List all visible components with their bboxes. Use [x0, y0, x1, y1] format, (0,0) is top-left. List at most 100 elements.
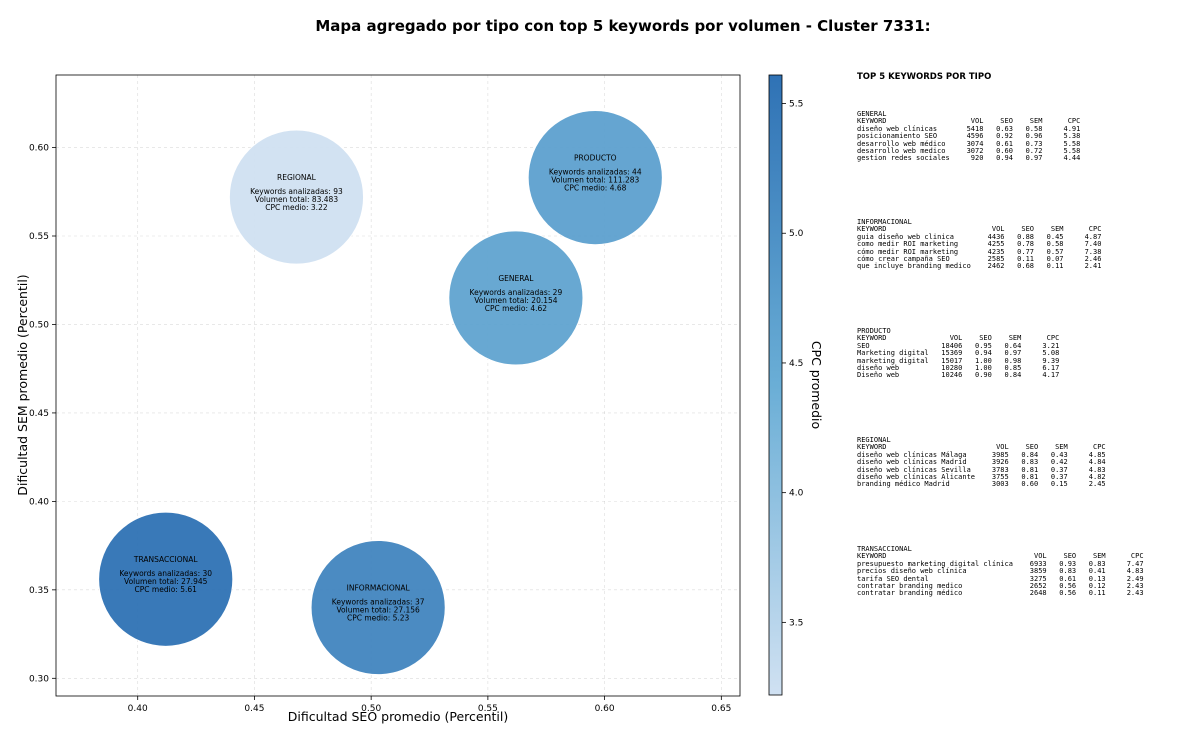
bubble-volume-label: Volumen total: 83.483: [255, 195, 339, 204]
keyword-group-general: GENERAL KEYWORD VOL SEO SEM CPC diseño web…: [857, 110, 1081, 163]
keyword-group-name: TRANSACCIONAL: [857, 545, 912, 553]
bubble-transaccional: TRANSACCIONAL Keywords analizadas: 30Volu…: [98, 511, 234, 647]
keyword-table-header: KEYWORD VOL SEO SEM CPC: [857, 443, 1106, 452]
bubble-cpc-label: CPC medio: 4.68: [564, 184, 627, 193]
bubble-circle: [527, 110, 663, 246]
colorbar-tick-label: 3.5: [789, 618, 803, 628]
keyword-row: presupuesto marketing digital clínica 69…: [857, 559, 1144, 568]
y-tick-label: 0.50: [29, 320, 49, 330]
keyword-row: posicionamiento SEO 4596 0.92 0.96 5.38: [857, 132, 1081, 141]
bubble-keywords-label: Keywords analizadas: 29: [470, 288, 563, 297]
keyword-row: contratar branding medico 2652 0.56 0.12…: [857, 581, 1144, 590]
keyword-table-header: KEYWORD VOL SEO SEM CPC: [857, 117, 1081, 126]
bubble-volume-label: Volumen total: 111.283: [551, 176, 639, 185]
y-tick-label: 0.55: [29, 232, 49, 242]
x-axis-label: Dificultad SEO promedio (Percentil): [288, 709, 508, 724]
keyword-group-name: INFORMACIONAL: [857, 218, 912, 226]
bubble-cpc-label: CPC medio: 5.23: [347, 614, 410, 623]
keyword-row: branding médico Madrid 3003 0.60 0.15 2.…: [857, 480, 1106, 489]
keyword-group-name: GENERAL: [857, 110, 887, 118]
keyword-row: desarrollo web medico 3072 0.60 0.72 5.5…: [857, 146, 1081, 155]
colorbar-label: CPC promedio: [809, 341, 824, 429]
x-axis: 0.40 0.45 0.50 0.55 0.60 0.65: [128, 696, 731, 714]
keyword-group-informacional: INFORMACIONAL KEYWORD VOL SEO SEM CPC guia…: [857, 218, 1102, 271]
bubble-circle: [310, 540, 446, 675]
bubble-informacional: INFORMACIONAL Keywords analizadas: 37Volu…: [310, 540, 446, 675]
x-tick-label: 0.65: [711, 704, 731, 714]
y-tick-label: 0.35: [29, 586, 49, 596]
bubble-name: GENERAL: [498, 274, 534, 283]
bubble-cpc-label: CPC medio: 3.22: [265, 203, 328, 212]
bubble-name: REGIONAL: [277, 173, 317, 182]
y-axis: 0.30 0.35 0.40 0.45 0.50 0.55 0.60: [29, 144, 56, 684]
x-tick-label: 0.50: [361, 704, 381, 714]
y-axis-label: Dificultad SEM promedio (Percentil): [15, 274, 30, 495]
keyword-row: contratar branding médico 2648 0.56 0.11…: [857, 589, 1144, 598]
keyword-row: guia diseño web clinica 4436 0.88 0.45 4…: [857, 232, 1102, 241]
bubble-circle: [229, 129, 364, 265]
keyword-row: diseño web clínicas 5418 0.63 0.58 4.91: [857, 124, 1081, 133]
colorbar-tick-label: 5.0: [789, 229, 804, 239]
keyword-row: diseño web clínicas Madrid 3926 0.83 0.4…: [857, 458, 1106, 467]
figure-title: Mapa agregado por tipo con top 5 keyword…: [315, 17, 931, 35]
bubble-name: PRODUCTO: [574, 154, 617, 163]
bubble-circle: [448, 230, 584, 366]
keyword-row: cómo crear campaña SEO 2585 0.11 0.07 2.…: [857, 254, 1102, 263]
colorbar: [768, 74, 783, 696]
colorbar-ticks: 3.5 4.0 4.5 5.0 5.5: [782, 100, 804, 628]
bubble-keywords-label: Keywords analizadas: 30: [119, 569, 212, 578]
keyword-row: desarrollo web médico 3074 0.61 0.73 5.5…: [857, 139, 1081, 148]
y-tick-label: 0.45: [29, 409, 49, 419]
x-tick-label: 0.45: [244, 704, 264, 714]
bubble-volume-label: Volumen total: 27.156: [336, 606, 420, 615]
keyword-group-producto: PRODUCTO KEYWORD VOL SEO SEM CPC SEO 18406…: [857, 327, 1060, 380]
colorbar-tick-label: 5.5: [789, 100, 803, 110]
keyword-table-header: KEYWORD VOL SEO SEM CPC: [857, 552, 1144, 561]
y-tick-label: 0.30: [29, 674, 49, 684]
keyword-row: precios diseño web clínica 3859 0.83 0.4…: [857, 567, 1144, 576]
keyword-table-header: KEYWORD VOL SEO SEM CPC: [857, 334, 1060, 343]
bubble-cpc-label: CPC medio: 4.62: [485, 304, 548, 313]
bubble-volume-label: Volumen total: 27.945: [124, 577, 208, 586]
x-tick-label: 0.60: [595, 704, 615, 714]
colorbar-tick-label: 4.0: [789, 489, 804, 499]
keyword-group-transaccional: TRANSACCIONAL KEYWORD VOL SEO SEM CPC pres…: [857, 545, 1144, 598]
keyword-row: Diseño web 10246 0.90 0.84 4.17: [857, 371, 1060, 380]
bubble-circle: [98, 511, 234, 647]
bubble-volume-label: Volumen total: 20.154: [474, 296, 558, 305]
keyword-row: SEO 18406 0.95 0.64 3.21: [857, 341, 1060, 350]
keyword-row: que incluye branding medico 2462 0.68 0.…: [857, 262, 1102, 271]
bubble-keywords-label: Keywords analizadas: 44: [549, 168, 642, 177]
bubble-keywords-label: Keywords analizadas: 37: [332, 598, 425, 607]
keyword-row: diseño web clínicas Málaga 3985 0.84 0.4…: [857, 450, 1106, 459]
keyword-group-regional: REGIONAL KEYWORD VOL SEO SEM CPC diseño we…: [857, 436, 1106, 489]
x-tick-label: 0.40: [128, 704, 148, 714]
keyword-row: gestion redes sociales 920 0.94 0.97 4.4…: [857, 154, 1081, 163]
keyword-row: cómo medir ROI marketing 4235 0.77 0.57 …: [857, 247, 1102, 256]
top-keywords-panel: TOP 5 KEYWORDS POR TIPO GENERAL KEYWORD V…: [857, 72, 1197, 597]
y-tick-label: 0.60: [29, 144, 49, 154]
keyword-row: diseño web clínicas Alicante 3755 0.81 0…: [857, 472, 1106, 481]
keyword-row: diseño web 10280 1.00 0.85 6.17: [857, 363, 1060, 372]
x-tick-label: 0.55: [478, 704, 498, 714]
keyword-row: marketing digital 15017 1.00 0.98 9.39: [857, 356, 1060, 365]
keyword-group-name: REGIONAL: [857, 436, 891, 444]
bubble-keywords-label: Keywords analizadas: 93: [250, 187, 343, 196]
bubble-cpc-label: CPC medio: 5.61: [135, 585, 198, 594]
keyword-row: como medir ROI marketing 4255 0.78 0.58 …: [857, 240, 1102, 249]
y-tick-label: 0.40: [29, 497, 49, 507]
plot-frame: [55, 74, 741, 697]
bubble-name: INFORMACIONAL: [347, 584, 411, 593]
keyword-table-header: KEYWORD VOL SEO SEM CPC: [857, 225, 1102, 234]
keyword-group-name: PRODUCTO: [857, 327, 891, 335]
colorbar-tick-label: 4.5: [789, 359, 803, 369]
bubble-name: TRANSACCIONAL: [133, 555, 198, 564]
top-keywords-title: TOP 5 KEYWORDS POR TIPO: [857, 72, 992, 82]
keyword-row: diseño web clínicas Sevilla 3783 0.81 0.…: [857, 465, 1106, 474]
keyword-row: tarifa SEO dental 3275 0.61 0.13 2.49: [857, 574, 1144, 583]
